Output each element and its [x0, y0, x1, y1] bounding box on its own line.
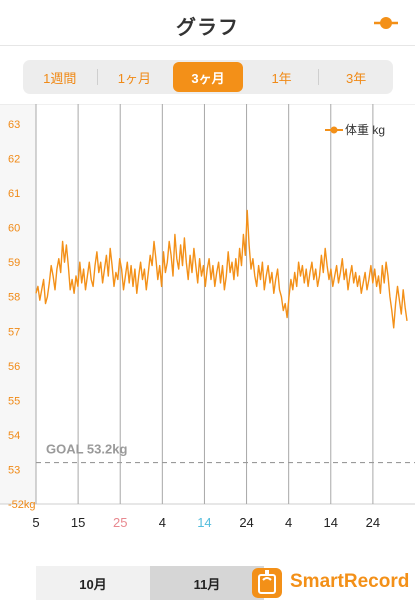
x-tick-label: 4	[159, 515, 166, 530]
x-tick-label: 15	[71, 515, 85, 530]
y-tick-label: 54	[8, 430, 20, 442]
line-marker-icon[interactable]	[373, 14, 399, 32]
page-title: グラフ	[176, 17, 239, 39]
x-tick-label: 4	[285, 515, 292, 530]
tab-separator	[96, 69, 98, 85]
y-tick-label: 59	[8, 257, 20, 269]
weight-series-line	[35, 209, 408, 329]
legend-marker	[330, 126, 338, 134]
y-tick-label: 62	[8, 154, 20, 166]
y-tick-label: 61	[8, 188, 20, 200]
month-october[interactable]: 10月	[36, 566, 150, 600]
month-bar: 10月 11月 SmartRecord	[0, 566, 415, 600]
y-tick-label: 58	[8, 292, 20, 304]
tab-1-year[interactable]: 1年	[271, 70, 292, 86]
y-tick-label: 57	[8, 326, 20, 338]
tab-1-week[interactable]: 1週間	[43, 70, 77, 86]
y-tick-label: 56	[8, 361, 20, 373]
x-tick-label: 25	[113, 515, 127, 530]
y-tick-label: -52kg	[8, 499, 36, 511]
scale-logo-icon	[252, 568, 282, 598]
y-tick-label: 55	[8, 395, 20, 407]
tab-1-month[interactable]: 1ヶ月	[117, 70, 151, 86]
tab-3-years[interactable]: 3年	[346, 70, 367, 86]
y-axis-ticks: 63 62 61 60 59 58 57 56 55 54 53 -52kg	[8, 119, 36, 511]
x-tick-label: 5	[32, 515, 39, 530]
brand-name: SmartRecord	[290, 571, 410, 592]
x-tick-label: 14	[324, 515, 338, 530]
month-november[interactable]: 11月	[150, 566, 264, 600]
header: グラフ	[0, 0, 415, 46]
tab-3-months[interactable]: 3ヶ月	[173, 62, 243, 92]
tab-separator	[318, 69, 320, 85]
vertical-gridlines	[35, 104, 374, 504]
x-tick-label: 14	[197, 515, 211, 530]
y-tick-label: 60	[8, 223, 20, 235]
period-segmented-control: 1週間 1ヶ月 3ヶ月 1年 3年	[23, 60, 393, 94]
legend-label: 体重 kg	[345, 123, 385, 137]
x-axis-ticks: 5 15 25 4 14 24 4 14 24	[32, 515, 380, 530]
y-tick-label: 53	[8, 464, 20, 476]
x-tick-label: 24	[366, 515, 380, 530]
goal-label: GOAL 53.2kg	[46, 442, 127, 457]
legend: 体重 kg	[325, 123, 385, 137]
y-tick-label: 63	[8, 119, 20, 131]
x-tick-label: 24	[239, 515, 253, 530]
y-axis-background	[0, 104, 36, 504]
